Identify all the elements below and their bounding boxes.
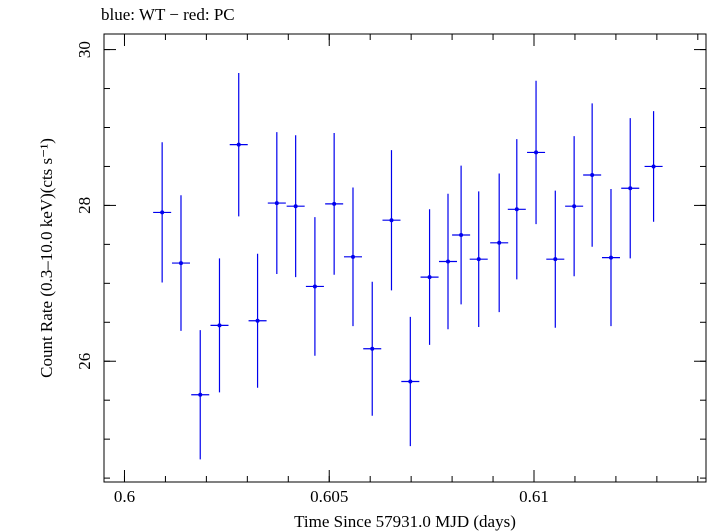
- data-point: [438, 193, 458, 330]
- point-marker: [553, 257, 558, 262]
- point-marker: [312, 284, 317, 289]
- x-axis-ticks: 0.6 0.605 0.61: [114, 34, 699, 506]
- data-point: [583, 103, 602, 247]
- data-point: [469, 191, 488, 327]
- point-marker: [389, 218, 394, 223]
- point-marker: [608, 255, 613, 260]
- data-point: [286, 135, 305, 278]
- data-point: [601, 189, 620, 327]
- y-tick-label: 26: [75, 353, 94, 370]
- data-point: [191, 330, 210, 460]
- data-point: [325, 132, 344, 275]
- point-marker: [534, 150, 539, 155]
- data-point: [248, 253, 267, 388]
- point-marker: [514, 207, 519, 212]
- point-marker: [651, 164, 656, 169]
- x-tick-label: 0.6: [114, 487, 135, 506]
- point-marker: [628, 186, 633, 191]
- point-marker: [178, 261, 183, 266]
- data-point: [382, 150, 401, 291]
- data-point: [546, 190, 565, 328]
- data-point: [171, 195, 190, 331]
- point-marker: [476, 257, 481, 262]
- x-tick-label: 0.61: [519, 487, 549, 506]
- x-axis-label: Time Since 57931.0 MJD (days): [294, 512, 516, 531]
- point-marker: [408, 379, 413, 384]
- point-marker: [446, 259, 450, 264]
- point-marker: [572, 204, 577, 209]
- point-marker: [160, 210, 165, 215]
- plot-frame: [103, 33, 707, 483]
- data-point: [621, 118, 640, 259]
- data-point: [363, 281, 382, 416]
- point-marker: [274, 201, 279, 206]
- data-point: [229, 72, 248, 217]
- y-axis-ticks: 26 28 30: [75, 41, 706, 479]
- data-point: [153, 142, 172, 283]
- data-point: [644, 111, 663, 222]
- y-axis-label: Count Rate (0.3–10.0 keV)(cts s⁻¹): [37, 138, 56, 378]
- data-point: [507, 139, 526, 280]
- point-marker: [293, 204, 298, 209]
- point-marker: [370, 346, 375, 351]
- point-marker: [590, 173, 595, 178]
- point-marker: [236, 142, 241, 147]
- point-marker: [459, 233, 464, 238]
- point-marker: [350, 254, 355, 259]
- data-point: [401, 316, 420, 447]
- chart-title: blue: WT − red: PC: [101, 5, 235, 24]
- data-point: [527, 80, 546, 225]
- point-marker: [198, 392, 203, 397]
- data-point: [420, 209, 439, 345]
- point-marker: [497, 240, 502, 245]
- data-series: [153, 72, 663, 460]
- data-point: [267, 132, 286, 274]
- data-point: [305, 217, 324, 356]
- data-point: [210, 258, 229, 393]
- data-point: [565, 136, 584, 277]
- y-tick-label: 28: [75, 197, 94, 214]
- y-tick-label: 30: [75, 41, 94, 58]
- point-marker: [217, 323, 222, 328]
- data-point: [452, 165, 471, 305]
- data-point: [343, 187, 362, 327]
- point-marker: [255, 318, 260, 323]
- point-marker: [427, 275, 432, 280]
- point-marker: [332, 201, 337, 206]
- x-tick-label: 0.605: [310, 487, 348, 506]
- data-point: [490, 173, 509, 313]
